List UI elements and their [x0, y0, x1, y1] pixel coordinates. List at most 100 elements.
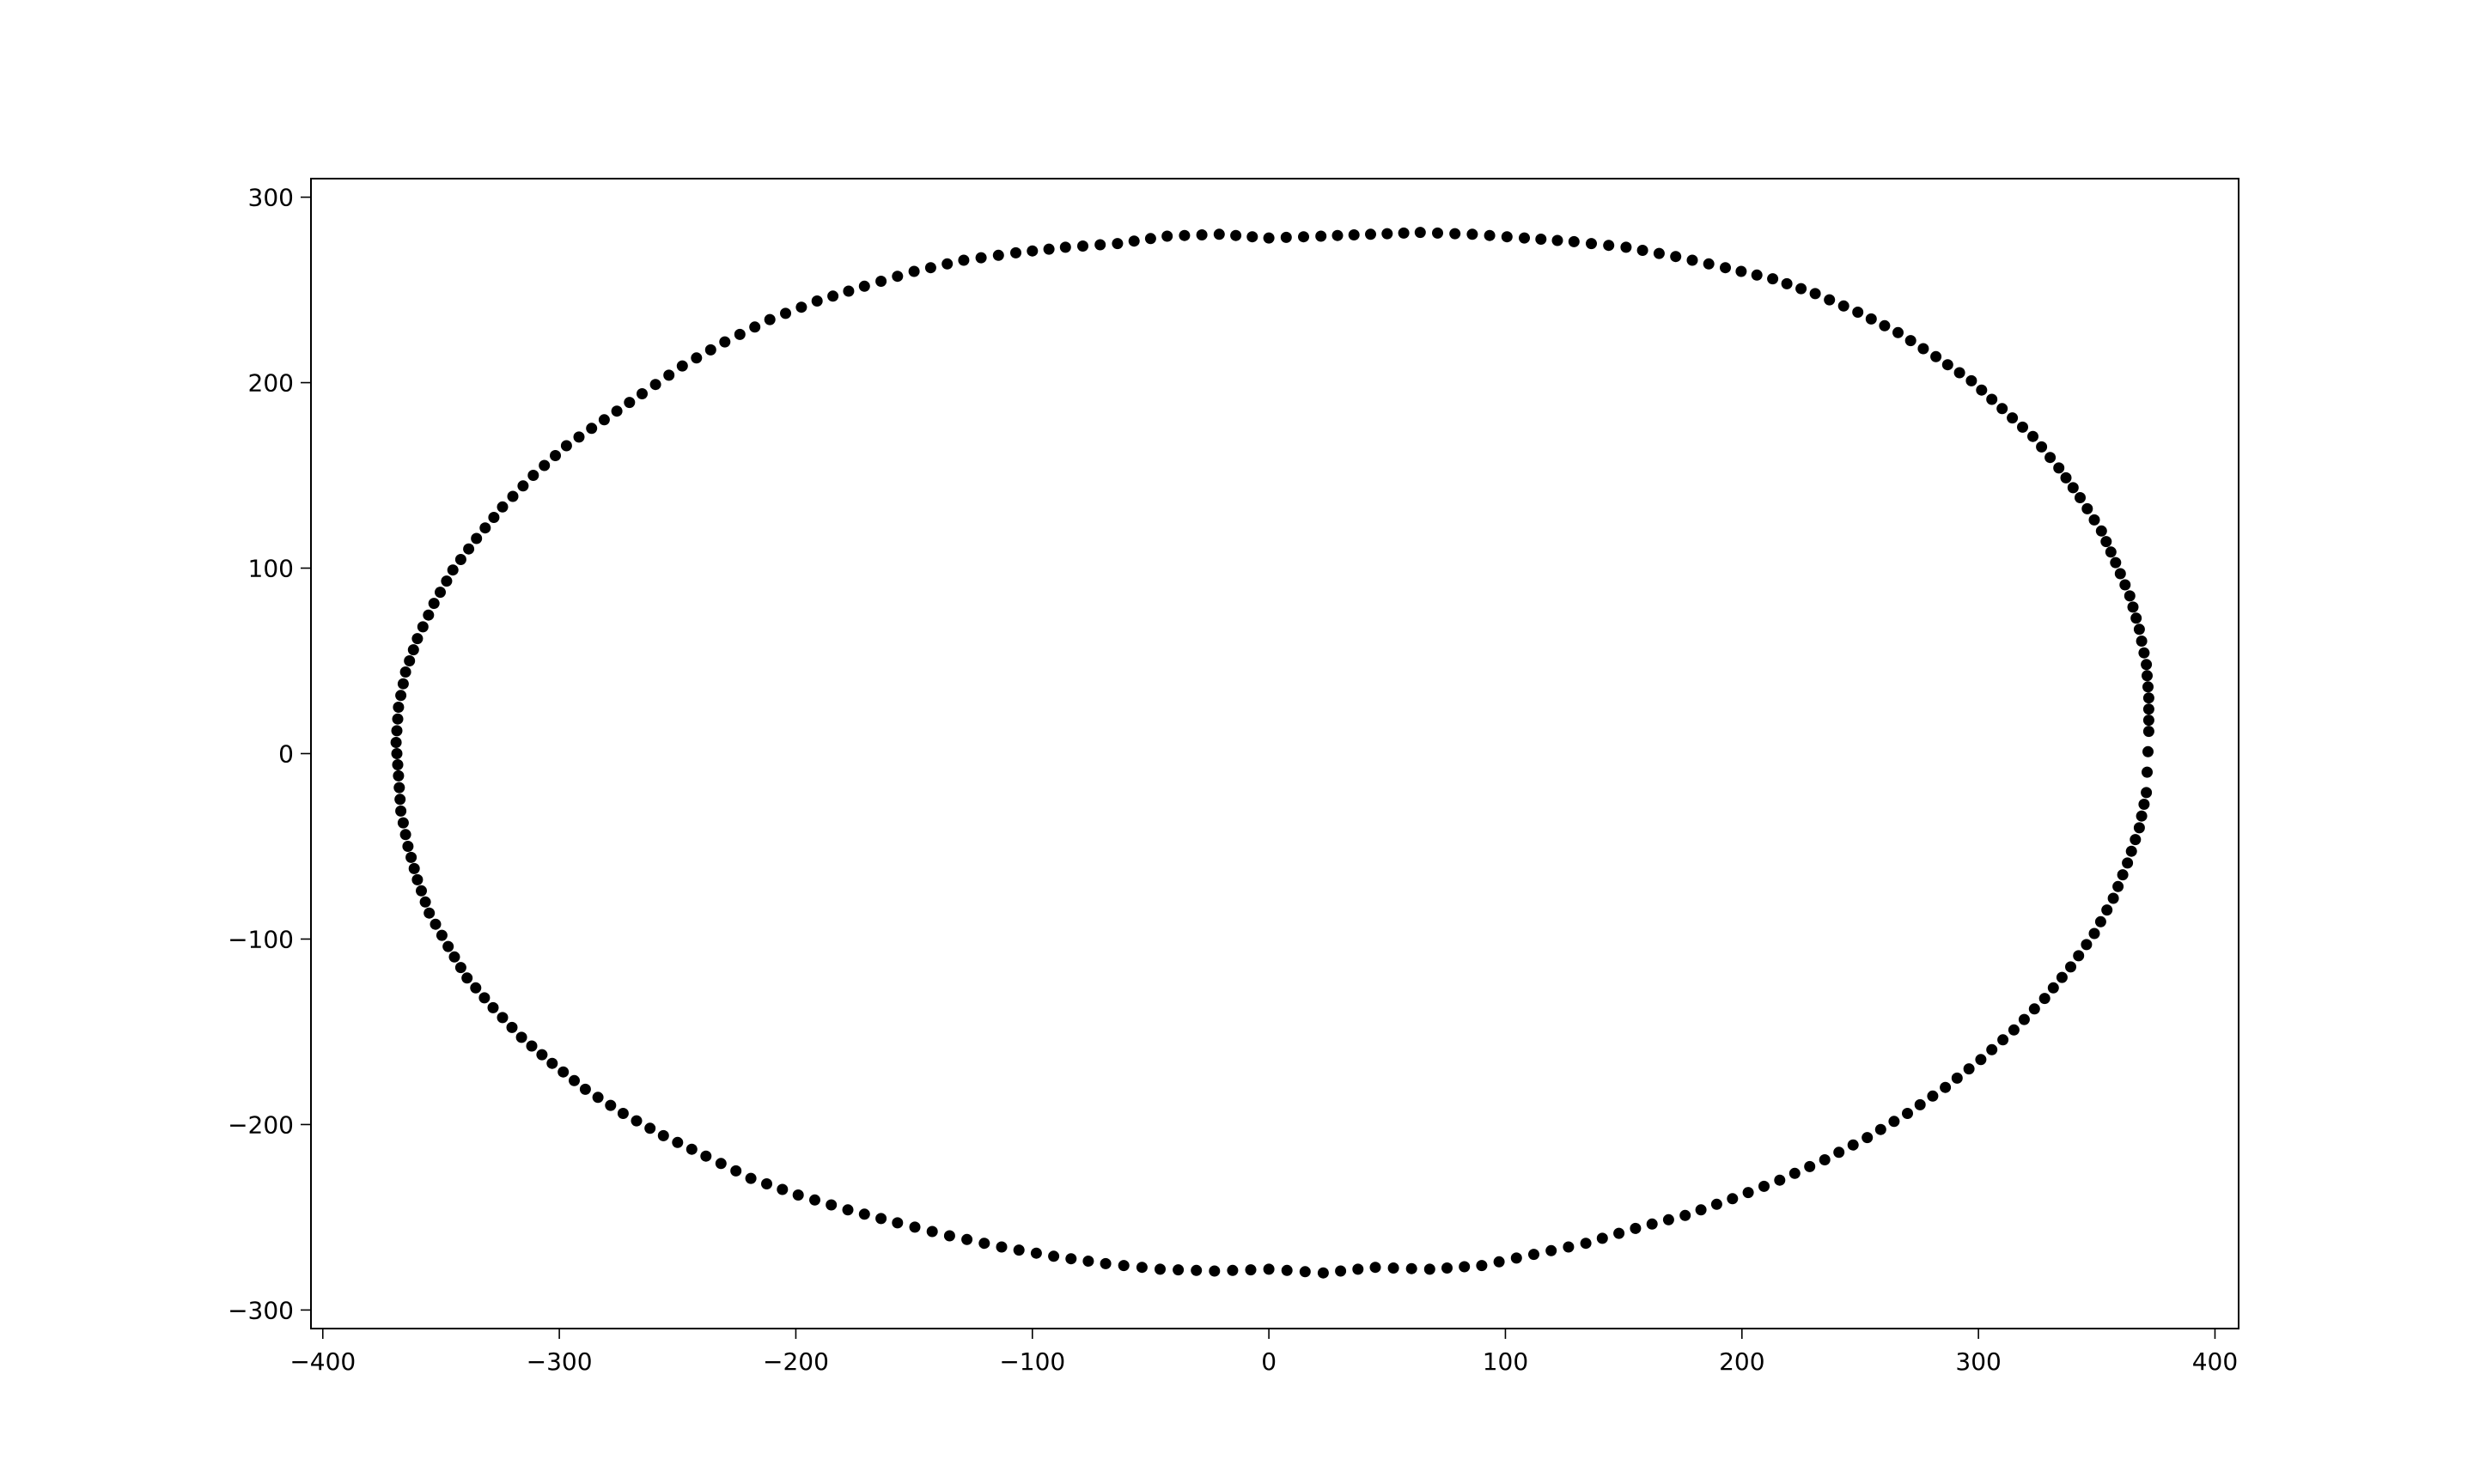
data-point — [392, 759, 404, 770]
data-point — [1735, 265, 1747, 277]
data-point — [2138, 799, 2150, 810]
data-point — [586, 423, 598, 435]
data-point — [1065, 1253, 1077, 1265]
data-point — [1227, 1264, 1239, 1276]
data-point — [1720, 262, 1731, 274]
data-point — [536, 1049, 548, 1061]
data-point — [1976, 384, 1988, 396]
data-point — [1833, 1146, 1845, 1159]
data-point — [2142, 670, 2153, 682]
data-point — [1118, 1260, 1130, 1272]
data-point — [1476, 1260, 1488, 1272]
data-point — [1441, 1262, 1453, 1274]
data-point — [405, 851, 417, 863]
x-tick-label: −100 — [999, 1347, 1065, 1376]
data-point — [2056, 971, 2068, 983]
y-tick-label: −100 — [228, 925, 294, 953]
data-point — [2133, 623, 2145, 636]
x-tick-label: 300 — [1955, 1347, 2001, 1376]
data-point — [1819, 1154, 1831, 1165]
y-tick-label: 0 — [278, 740, 294, 769]
data-point — [428, 598, 440, 610]
data-point — [423, 609, 435, 621]
data-point — [978, 1238, 990, 1250]
data-point — [1348, 229, 1360, 240]
data-point — [1365, 228, 1376, 240]
data-point — [657, 1129, 669, 1141]
data-point — [497, 1012, 509, 1024]
data-point — [2067, 482, 2079, 494]
data-point — [1331, 229, 1344, 241]
x-tick-label: −200 — [763, 1347, 829, 1376]
data-point — [2142, 703, 2154, 715]
data-point — [2065, 961, 2076, 973]
data-point — [2047, 982, 2059, 994]
data-point — [461, 972, 473, 984]
data-point — [2125, 845, 2137, 857]
data-point — [1862, 1132, 1874, 1144]
data-point — [686, 1143, 698, 1155]
data-point — [1173, 1264, 1185, 1276]
data-point — [1767, 273, 1779, 285]
data-point — [2018, 1013, 2030, 1025]
data-point — [1751, 269, 1763, 281]
data-point — [2114, 568, 2126, 580]
data-point — [1161, 230, 1173, 242]
data-point — [1930, 350, 1942, 362]
data-point — [1112, 238, 1124, 250]
data-point — [1774, 1174, 1786, 1186]
data-point — [479, 522, 491, 534]
x-tick-label: −300 — [527, 1347, 593, 1376]
data-point — [1914, 1098, 1926, 1110]
data-point — [1892, 326, 1904, 338]
data-point — [1662, 1213, 1674, 1226]
data-point — [1795, 283, 1807, 295]
data-point — [1493, 1256, 1505, 1268]
data-point — [691, 352, 703, 364]
data-point — [1414, 227, 1426, 239]
data-point — [2130, 834, 2142, 846]
data-point — [2081, 939, 2093, 951]
data-point — [407, 644, 419, 656]
data-point — [408, 862, 420, 874]
data-point — [924, 262, 936, 274]
data-point — [704, 344, 716, 356]
data-point — [2017, 421, 2028, 433]
data-point — [1030, 1247, 1042, 1259]
data-point — [2110, 556, 2122, 569]
data-point — [1653, 247, 1665, 259]
data-point — [827, 290, 839, 302]
data-point — [1965, 374, 1977, 386]
data-point — [2133, 822, 2145, 834]
data-point — [1758, 1180, 1770, 1192]
data-point — [399, 829, 411, 841]
data-point — [393, 782, 405, 794]
data-point — [1281, 1264, 1293, 1276]
data-point — [2124, 590, 2136, 602]
data-point — [1996, 403, 2008, 415]
data-point — [1246, 231, 1258, 243]
data-point — [2119, 579, 2131, 591]
data-point — [1902, 1108, 1913, 1119]
data-point — [745, 1172, 757, 1184]
data-point — [393, 702, 405, 713]
data-point — [843, 285, 855, 297]
data-point — [734, 328, 746, 340]
data-point — [560, 440, 572, 452]
data-point — [975, 252, 987, 264]
data-point — [1940, 1081, 1952, 1093]
data-point — [1545, 1244, 1557, 1256]
data-point — [1280, 231, 1292, 243]
data-point — [1917, 343, 1929, 355]
data-point — [761, 1178, 772, 1189]
data-point — [2075, 492, 2086, 503]
data-point — [430, 918, 442, 930]
x-tick-label: 100 — [1483, 1347, 1528, 1376]
y-axis-ticks: −300 −200 −100 0 100 200 300 — [228, 184, 311, 1324]
data-point — [842, 1204, 854, 1216]
data-point — [424, 907, 436, 919]
data-point — [1352, 1263, 1364, 1275]
data-point — [397, 678, 409, 690]
data-point — [1299, 1266, 1311, 1278]
data-point — [2107, 892, 2119, 904]
